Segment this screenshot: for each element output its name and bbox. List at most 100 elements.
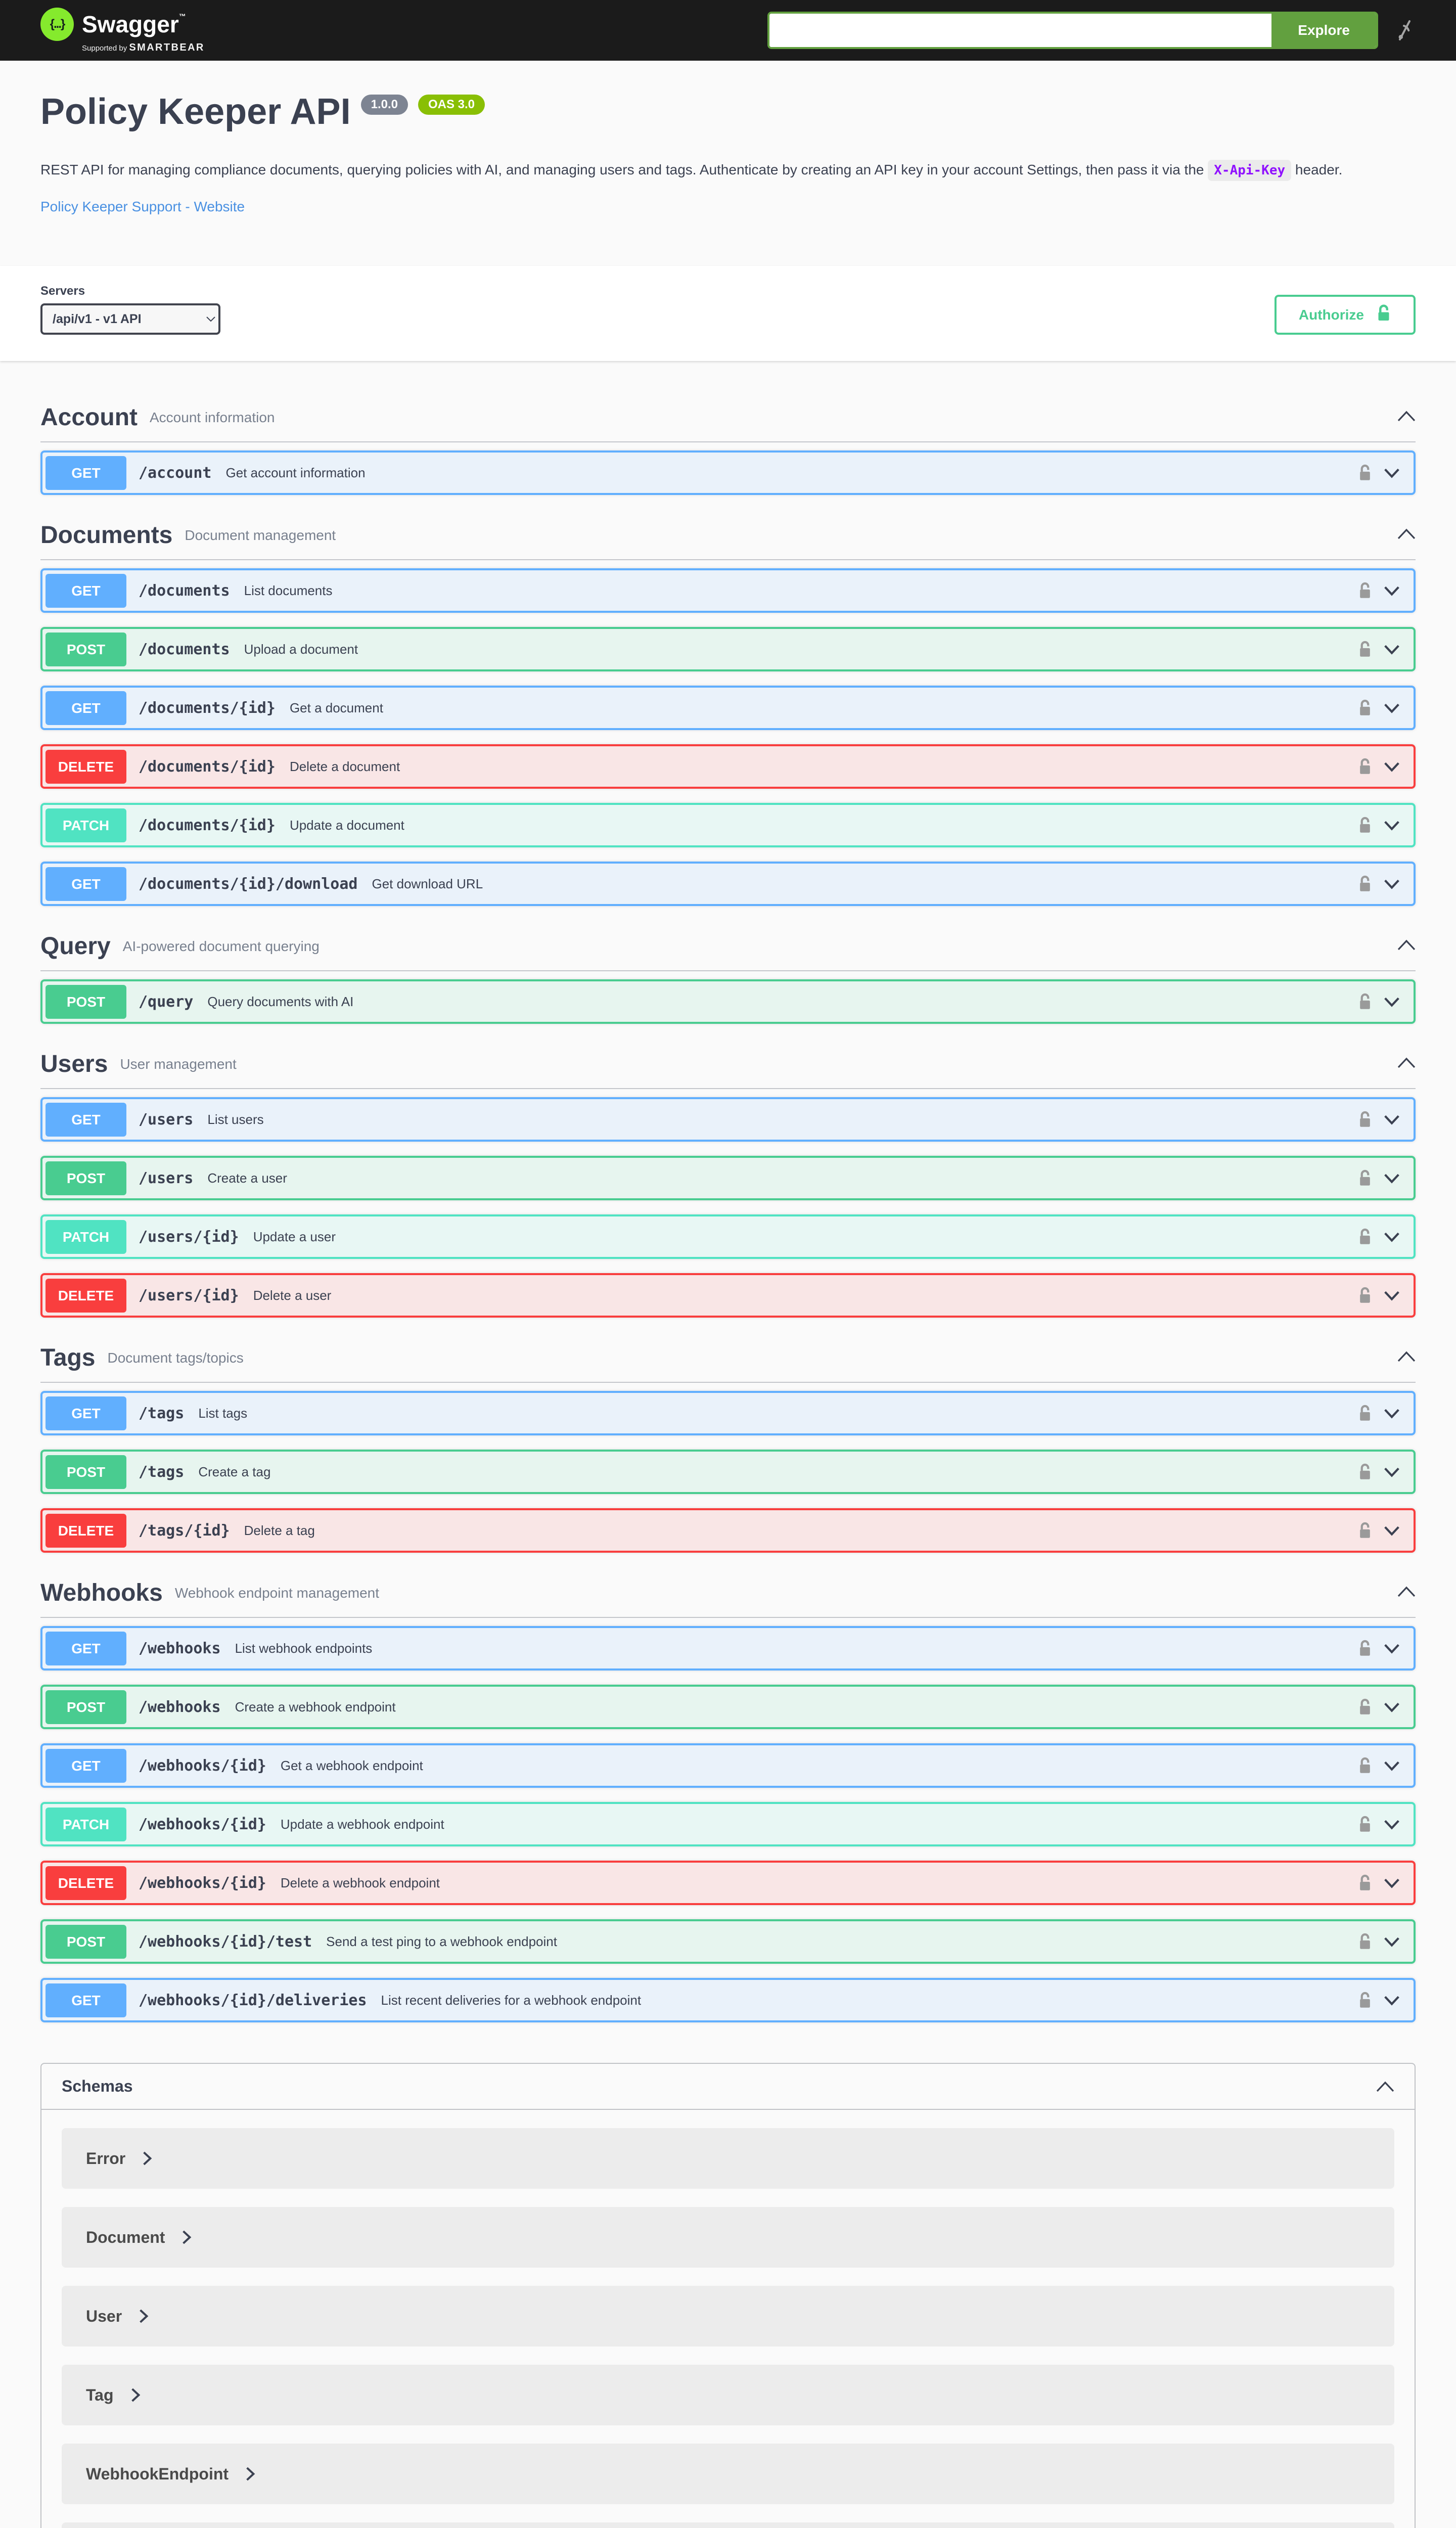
- chevron-down-icon[interactable]: [1382, 1168, 1401, 1188]
- lock-icon[interactable]: [1358, 1462, 1372, 1481]
- collapse-section-button[interactable]: [1397, 1350, 1416, 1366]
- section-header[interactable]: Users User management: [40, 1046, 1416, 1090]
- lock-icon[interactable]: [1358, 1991, 1372, 2010]
- lock-icon[interactable]: [1358, 1404, 1372, 1423]
- model-row[interactable]: Tag: [62, 2365, 1394, 2426]
- chevron-down-icon[interactable]: [1382, 874, 1401, 893]
- section-header[interactable]: Documents Document management: [40, 517, 1416, 561]
- operation-summary-bar[interactable]: PATCH/documents/{id} Update a document: [42, 805, 1414, 845]
- chevron-down-icon[interactable]: [1382, 1991, 1401, 2010]
- model-row[interactable]: WebhookEndpointWithSecret: [62, 2522, 1394, 2528]
- chevron-down-icon[interactable]: [1382, 463, 1401, 482]
- chevron-down-icon[interactable]: [1382, 1815, 1401, 1834]
- chevron-down-icon[interactable]: [1382, 1286, 1401, 1305]
- operation-summary-bar[interactable]: GET/documents/{id}/download Get download …: [42, 864, 1414, 904]
- servers-select[interactable]: /api/v1 - v1 API: [40, 303, 220, 335]
- operation-summary-bar[interactable]: POST/documents Upload a document: [42, 629, 1414, 669]
- operation-summary: Update a document: [289, 817, 404, 833]
- chevron-down-icon[interactable]: [1382, 1932, 1401, 1951]
- collapse-section-button[interactable]: [1397, 527, 1416, 543]
- lock-icon[interactable]: [1358, 463, 1372, 482]
- operation-summary-bar[interactable]: PATCH/users/{id} Update a user: [42, 1216, 1414, 1257]
- lock-icon[interactable]: [1358, 1521, 1372, 1540]
- lock-icon[interactable]: [1358, 1932, 1372, 1951]
- lock-icon[interactable]: [1358, 1639, 1372, 1658]
- lock-icon[interactable]: [1358, 640, 1372, 659]
- section-header[interactable]: Query AI-powered document querying: [40, 928, 1416, 972]
- support-link[interactable]: Policy Keeper Support - Website: [40, 199, 245, 215]
- collapse-section-button[interactable]: [1397, 938, 1416, 954]
- chevron-down-icon[interactable]: [1382, 757, 1401, 776]
- lock-icon[interactable]: [1358, 581, 1372, 600]
- chevron-down-icon[interactable]: [1382, 992, 1401, 1011]
- operation-path: /users: [139, 1169, 194, 1187]
- signal-slash-icon[interactable]: [1391, 18, 1416, 42]
- collapse-section-button[interactable]: [1397, 410, 1416, 425]
- lock-icon[interactable]: [1358, 757, 1372, 776]
- operation-summary-bar[interactable]: POST/query Query documents with AI: [42, 981, 1414, 1022]
- operation-summary-bar[interactable]: GET/users List users: [42, 1099, 1414, 1140]
- section-header[interactable]: Webhooks Webhook endpoint management: [40, 1575, 1416, 1618]
- search-input[interactable]: [769, 14, 1272, 47]
- collapse-section-button[interactable]: [1397, 1056, 1416, 1072]
- swagger-logo[interactable]: {...} Swagger™ Supported by SMARTBEAR: [40, 7, 205, 54]
- chevron-down-icon[interactable]: [1382, 640, 1401, 659]
- section-header[interactable]: Account Account information: [40, 399, 1416, 443]
- operation-summary-bar[interactable]: POST/webhooks Create a webhook endpoint: [42, 1687, 1414, 1727]
- chevron-down-icon[interactable]: [1382, 1697, 1401, 1717]
- model-row[interactable]: Document: [62, 2207, 1394, 2268]
- lock-icon[interactable]: [1358, 1873, 1372, 1892]
- operation-icons: [1358, 1991, 1401, 2010]
- operation-summary-bar[interactable]: DELETE/webhooks/{id} Delete a webhook end…: [42, 1863, 1414, 1903]
- chevron-right-icon: [130, 2387, 141, 2403]
- operation-summary-bar[interactable]: GET/documents/{id} Get a document: [42, 688, 1414, 728]
- operation-summary-bar[interactable]: DELETE/users/{id} Delete a user: [42, 1275, 1414, 1316]
- operation-summary-bar[interactable]: POST/tags Create a tag: [42, 1452, 1414, 1492]
- operation-summary-bar[interactable]: GET/webhooks/{id}/deliveries List recent …: [42, 1980, 1414, 2020]
- lock-icon[interactable]: [1358, 698, 1372, 717]
- operation-row: GET/documents/{id}/download Get download …: [40, 862, 1416, 907]
- chevron-down-icon[interactable]: [1382, 581, 1401, 600]
- operation-summary-bar[interactable]: PATCH/webhooks/{id} Update a webhook endp…: [42, 1804, 1414, 1844]
- operation-summary-bar[interactable]: GET/webhooks List webhook endpoints: [42, 1628, 1414, 1668]
- model-row[interactable]: Error: [62, 2128, 1394, 2189]
- chevron-down-icon[interactable]: [1382, 1227, 1401, 1246]
- chevron-down-icon[interactable]: [1382, 698, 1401, 717]
- lock-icon[interactable]: [1358, 1168, 1372, 1188]
- operation-summary-bar[interactable]: GET/webhooks/{id} Get a webhook endpoint: [42, 1745, 1414, 1786]
- lock-icon[interactable]: [1358, 992, 1372, 1011]
- lock-icon[interactable]: [1358, 1815, 1372, 1834]
- lock-icon[interactable]: [1358, 1286, 1372, 1305]
- operation-summary-bar[interactable]: DELETE/tags/{id} Delete a tag: [42, 1510, 1414, 1551]
- operation-row: DELETE/documents/{id} Delete a document: [40, 744, 1416, 789]
- chevron-down-icon[interactable]: [1382, 1404, 1401, 1423]
- chevron-up-icon[interactable]: [1376, 2081, 1394, 2092]
- chevron-down-icon[interactable]: [1382, 1521, 1401, 1540]
- chevron-down-icon[interactable]: [1382, 1110, 1401, 1129]
- chevron-down-icon[interactable]: [1382, 1639, 1401, 1658]
- model-row[interactable]: User: [62, 2286, 1394, 2347]
- explore-button[interactable]: Explore: [1271, 14, 1376, 47]
- authorize-button[interactable]: Authorize: [1274, 295, 1416, 335]
- lock-icon[interactable]: [1358, 1110, 1372, 1129]
- model-row[interactable]: WebhookEndpoint: [62, 2444, 1394, 2505]
- operation-icons: [1358, 1873, 1401, 1892]
- schemas-header[interactable]: Schemas: [41, 2064, 1415, 2110]
- lock-icon[interactable]: [1358, 1756, 1372, 1775]
- operation-summary-bar[interactable]: GET/account Get account information: [42, 453, 1414, 493]
- chevron-down-icon[interactable]: [1382, 1873, 1401, 1892]
- operation-summary-bar[interactable]: DELETE/documents/{id} Delete a document: [42, 746, 1414, 787]
- operation-summary-bar[interactable]: GET/tags List tags: [42, 1393, 1414, 1433]
- collapse-section-button[interactable]: [1397, 1585, 1416, 1601]
- chevron-down-icon[interactable]: [1382, 816, 1401, 835]
- lock-icon[interactable]: [1358, 874, 1372, 893]
- chevron-down-icon[interactable]: [1382, 1756, 1401, 1775]
- lock-icon[interactable]: [1358, 816, 1372, 835]
- operation-summary-bar[interactable]: POST/webhooks/{id}/test Send a test ping …: [42, 1921, 1414, 1962]
- lock-icon[interactable]: [1358, 1697, 1372, 1717]
- section-header[interactable]: Tags Document tags/topics: [40, 1340, 1416, 1383]
- lock-icon[interactable]: [1358, 1227, 1372, 1246]
- operation-summary-bar[interactable]: POST/users Create a user: [42, 1158, 1414, 1198]
- operation-summary-bar[interactable]: GET/documents List documents: [42, 570, 1414, 611]
- chevron-down-icon[interactable]: [1382, 1462, 1401, 1481]
